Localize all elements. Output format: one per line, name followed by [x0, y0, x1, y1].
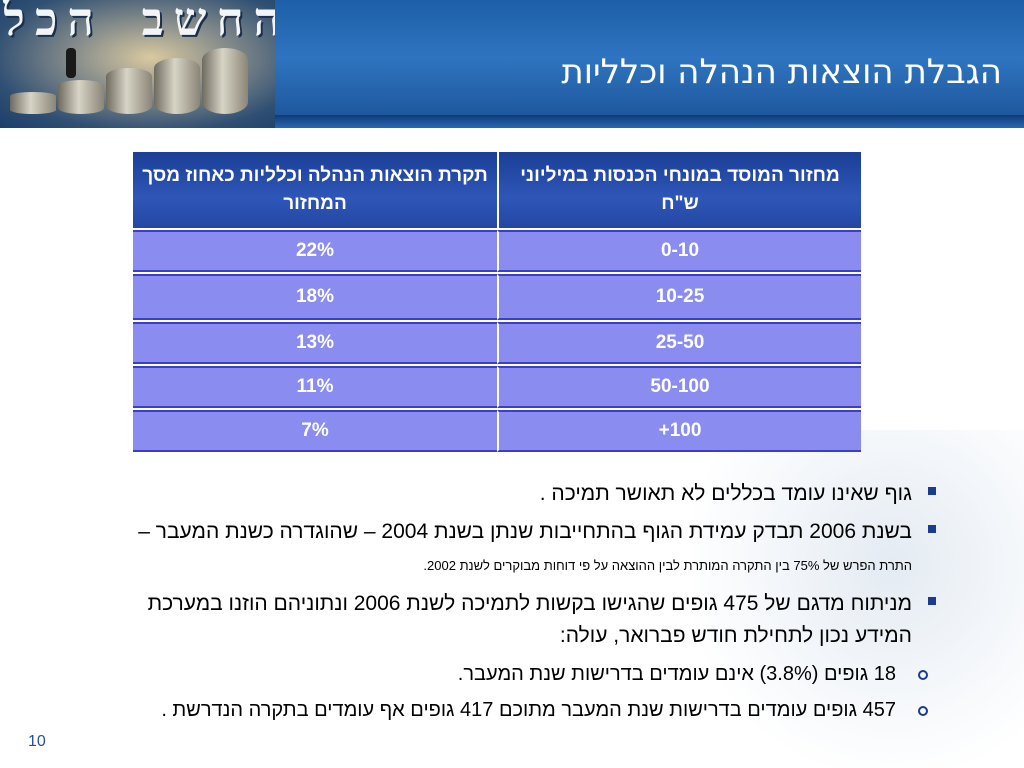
table-header-row: מחזור המוסד במונחי הכנסות במיליוני ש"ח ת…	[133, 152, 861, 228]
page-title: הגבלת הוצאות הנהלה וכלליות	[561, 52, 1002, 92]
range-cell: 100+	[497, 410, 861, 452]
bullet-note: התרת הפרש של 75% בין התקרה המותרת לבין ה…	[423, 558, 912, 573]
bullet-text: גוף שאינו עומד בכללים לא תאושר תמיכה .	[539, 482, 912, 505]
circle-bullet-icon	[918, 706, 928, 716]
sub-bullet-text: 457 גופים עומדים בדרישות שנת המעבר מתוכם…	[161, 699, 896, 721]
rate-cell: 7%	[133, 410, 497, 452]
bullet-text: מניתוח מדגם של 475 גופים שהגישו בקשות לת…	[147, 592, 912, 647]
square-bullet-icon	[928, 597, 936, 605]
page-number: 10	[28, 733, 46, 750]
logo-text: החשב הכללי	[0, 0, 275, 46]
bullet-item: גוף שאינו עומד בכללים לא תאושר תמיכה .	[106, 478, 936, 510]
table-row: 0-10 22%	[133, 230, 861, 272]
rate-cell: 13%	[133, 322, 497, 364]
range-cell: 0-10	[497, 230, 861, 272]
range-cell: 50-100	[497, 366, 861, 408]
bullet-item: בשנת 2006 תבדק עמידת הגוף בהתחייבות שנתן…	[106, 516, 936, 582]
table-row: 25-50 13%	[133, 322, 861, 364]
table-row: 100+ 7%	[133, 410, 861, 452]
circle-bullet-icon	[918, 670, 928, 680]
sub-bullet-item: 457 גופים עומדים בדרישות שנת המעבר מתוכם…	[106, 694, 936, 726]
background-watermark	[694, 430, 1024, 768]
range-cell: 10-25	[497, 274, 861, 320]
range-cell: 25-50	[497, 322, 861, 364]
square-bullet-icon	[928, 487, 936, 495]
logo-image: החשב הכללי	[0, 0, 275, 128]
table-row: 10-25 18%	[133, 274, 861, 320]
sub-bullet-item: 18 גופים (3.8%) אינם עומדים בדרישות שנת …	[106, 658, 936, 690]
rates-table: מחזור המוסד במונחי הכנסות במיליוני ש"ח ת…	[133, 150, 861, 454]
header-cap: תקרת הוצאות הנהלה וכלליות כאחוז מסך המחז…	[133, 152, 497, 228]
rate-cell: 18%	[133, 274, 497, 320]
rate-cell: 11%	[133, 366, 497, 408]
square-bullet-icon	[928, 525, 936, 533]
bullet-text: בשנת 2006 תבדק עמידת הגוף בהתחייבות שנתן…	[138, 520, 912, 543]
figure-icon	[66, 48, 76, 78]
table-row: 50-100 11%	[133, 366, 861, 408]
sub-bullet-text: 18 גופים (3.8%) אינם עומדים בדרישות שנת …	[457, 663, 896, 685]
rate-cell: 22%	[133, 230, 497, 272]
bullet-list: גוף שאינו עומד בכללים לא תאושר תמיכה . ב…	[106, 478, 936, 730]
header-revenue: מחזור המוסד במונחי הכנסות במיליוני ש"ח	[497, 152, 861, 228]
bullet-item: מניתוח מדגם של 475 גופים שהגישו בקשות לת…	[106, 588, 936, 652]
